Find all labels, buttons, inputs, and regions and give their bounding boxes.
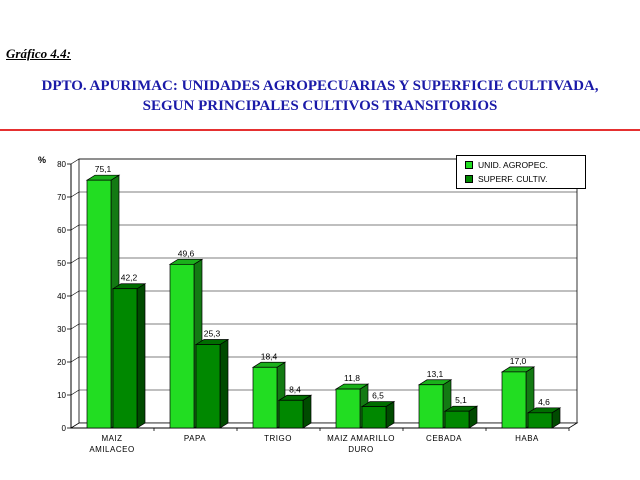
- bar: [112, 288, 138, 429]
- gridline-side: [70, 389, 80, 396]
- legend-item-series-1: UNID. AGROPEC.: [465, 159, 548, 171]
- chart-title: DPTO. APURIMAC: UNIDADES AGROPECUARIAS Y…: [0, 76, 640, 116]
- y-tick-label: 0: [62, 424, 67, 433]
- x-tick-label: HABA: [515, 434, 539, 443]
- figure-label: Gráfico 4.4:: [6, 46, 71, 61]
- data-label: 75,1: [95, 164, 112, 174]
- chart-title-line-1: DPTO. APURIMAC: UNIDADES AGROPECUARIAS Y…: [41, 78, 599, 94]
- y-tick-label: 70: [57, 193, 66, 202]
- data-label: 42,2: [121, 273, 138, 283]
- x-tick-label: TRIGO: [264, 434, 292, 443]
- bar: [527, 412, 553, 429]
- bar: [361, 406, 387, 429]
- data-label: 25,3: [204, 329, 221, 339]
- gridline-side: [70, 224, 80, 231]
- bar: [501, 371, 527, 429]
- x-tick-label: MAIZ AMARILLO: [327, 434, 395, 443]
- bar-side: [136, 283, 146, 429]
- y-tick-label: 20: [57, 358, 66, 367]
- data-label: 4,6: [538, 397, 550, 407]
- bar: [195, 344, 221, 429]
- legend-label-series-2: SUPERF. CULTIV.: [478, 174, 548, 184]
- bar-chart: 0 10 20 30 40 50 60 70 80% 75,1 42,2 MAIZ AMILACEO 49…: [38, 155, 579, 454]
- legend-swatch-series-1: [465, 161, 473, 169]
- x-tick-label: DURO: [348, 445, 374, 454]
- bar: [444, 410, 470, 429]
- bar: [86, 179, 112, 429]
- bar-side: [219, 338, 229, 429]
- gridline-side: [70, 356, 80, 363]
- gridline-side: [70, 323, 80, 330]
- header-divider: [0, 129, 640, 131]
- data-label: 17,0: [510, 356, 527, 366]
- data-label: 8,4: [289, 384, 301, 394]
- y-tick-label: 50: [57, 259, 66, 268]
- y-tick-label: 80: [57, 160, 66, 169]
- y-tick-label: 40: [57, 292, 66, 301]
- data-label: 49,6: [178, 248, 195, 258]
- gridline-side: [70, 191, 80, 198]
- x-tick-label: CEBADA: [426, 434, 462, 443]
- x-tick-label: PAPA: [184, 434, 206, 443]
- data-label: 11,8: [344, 373, 360, 383]
- legend-label-series-1: UNID. AGROPEC.: [478, 160, 548, 170]
- y-tick-label: 30: [57, 325, 66, 334]
- bar: [252, 366, 278, 429]
- y-tick-label: 60: [57, 226, 66, 235]
- chart-legend: UNID. AGROPEC. SUPERF. CULTIV.: [456, 155, 586, 189]
- gridline-side: [70, 158, 80, 165]
- legend-item-series-2: SUPERF. CULTIV.: [465, 173, 547, 185]
- x-tick-label: AMILACEO: [89, 445, 134, 454]
- bar-side: [302, 394, 312, 429]
- bar: [278, 399, 304, 429]
- legend-swatch-series-2: [465, 175, 473, 183]
- chart-title-line-2: SEGUN PRINCIPALES CULTIVOS TRANSITORIOS: [142, 98, 498, 114]
- y-axis-label: %: [38, 155, 46, 165]
- plot-floor: [69, 422, 579, 429]
- gridline-side: [70, 257, 80, 264]
- bar: [418, 384, 444, 429]
- data-label: 5,1: [455, 395, 467, 405]
- data-label: 13,1: [427, 369, 444, 379]
- data-label: 6,5: [372, 391, 384, 401]
- gridline-side: [70, 290, 80, 297]
- data-label: 18,4: [261, 351, 278, 361]
- bar: [169, 263, 195, 429]
- y-tick-label: 10: [57, 391, 66, 400]
- x-tick-label: MAIZ: [101, 434, 122, 443]
- bar: [335, 388, 361, 429]
